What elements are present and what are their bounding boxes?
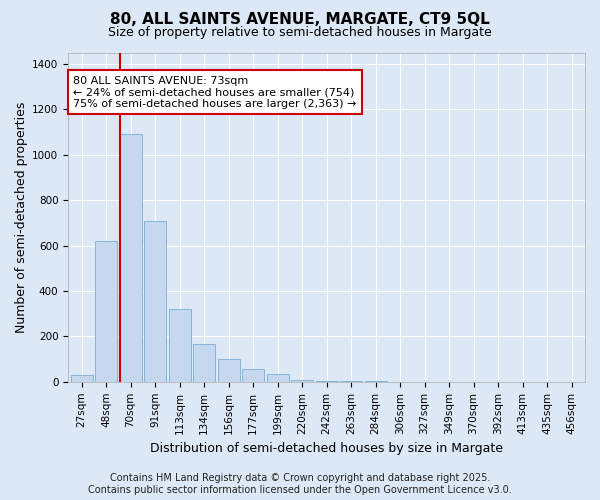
Text: Size of property relative to semi-detached houses in Margate: Size of property relative to semi-detach…	[108, 26, 492, 39]
Bar	[242, 370, 264, 382]
Bar	[266, 374, 289, 382]
Bar	[169, 309, 191, 382]
Bar	[95, 241, 117, 382]
Bar	[71, 375, 92, 382]
Text: 80 ALL SAINTS AVENUE: 73sqm
← 24% of semi-detached houses are smaller (754)
75% : 80 ALL SAINTS AVENUE: 73sqm ← 24% of sem…	[73, 76, 356, 109]
X-axis label: Distribution of semi-detached houses by size in Margate: Distribution of semi-detached houses by …	[150, 442, 503, 455]
Bar	[193, 344, 215, 382]
Text: Contains HM Land Registry data © Crown copyright and database right 2025.
Contai: Contains HM Land Registry data © Crown c…	[88, 474, 512, 495]
Bar	[119, 134, 142, 382]
Bar	[340, 381, 362, 382]
Bar	[316, 380, 338, 382]
Y-axis label: Number of semi-detached properties: Number of semi-detached properties	[15, 102, 28, 333]
Bar	[218, 359, 239, 382]
Text: 80, ALL SAINTS AVENUE, MARGATE, CT9 5QL: 80, ALL SAINTS AVENUE, MARGATE, CT9 5QL	[110, 12, 490, 28]
Bar	[144, 220, 166, 382]
Bar	[291, 380, 313, 382]
